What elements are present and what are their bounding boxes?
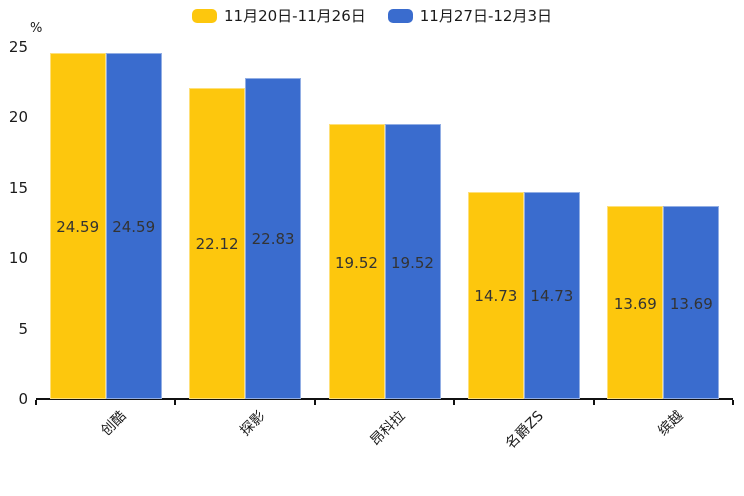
x-axis-tick <box>453 400 456 405</box>
x-axis-tick <box>592 400 595 405</box>
chart-legend: 11月20日-11月26日 11月27日-12月3日 <box>0 8 744 24</box>
legend-label: 11月27日-12月3日 <box>419 7 552 25</box>
bar-series2-名爵ZS[interactable]: 14.73 <box>523 191 580 399</box>
x-category-label-名爵ZS: 名爵ZS <box>503 408 548 453</box>
bar-value-label: 22.83 <box>251 230 295 249</box>
bar-series1-探影[interactable]: 22.12 <box>189 87 246 399</box>
y-tick-label: 0 <box>18 390 28 408</box>
bar-series1-昂科拉[interactable]: 19.52 <box>328 124 385 399</box>
x-category-label-创酷: 创酷 <box>98 408 130 440</box>
x-axis-tick <box>35 400 37 405</box>
x-axis-tick <box>174 400 177 405</box>
bar-value-label: 19.52 <box>335 253 378 272</box>
legend-item-2[interactable]: 11月27日-12月3日 <box>387 7 552 25</box>
x-category-label-缤越: 缤越 <box>655 408 687 440</box>
legend-label: 11月20日-11月26日 <box>224 7 366 25</box>
bar-series1-名爵ZS[interactable]: 14.73 <box>467 191 524 399</box>
bar-series1-缤越[interactable]: 13.69 <box>607 206 664 399</box>
bar-value-label: 24.59 <box>56 217 100 236</box>
x-category-label-探影: 探影 <box>237 408 269 440</box>
legend-item-1[interactable]: 11月20日-11月26日 <box>192 8 366 24</box>
bar-value-label: 14.73 <box>530 287 574 306</box>
y-tick-label: 5 <box>18 319 28 338</box>
legend-swatch-icon <box>387 9 413 23</box>
x-axis-tick <box>313 400 316 405</box>
bar-series2-昂科拉[interactable]: 19.52 <box>384 124 441 399</box>
y-tick-label: 10 <box>8 249 28 268</box>
x-axis-line <box>36 398 733 400</box>
bar-series2-探影[interactable]: 22.83 <box>245 77 302 399</box>
bar-series2-创酷[interactable]: 24.59 <box>105 52 162 399</box>
bar-value-label: 22.12 <box>195 235 239 254</box>
legend-swatch-icon <box>192 9 217 23</box>
bar-value-label: 14.73 <box>474 287 518 306</box>
y-tick-label: 15 <box>8 178 28 197</box>
bar-value-label: 13.69 <box>669 294 713 313</box>
bar-series1-创酷[interactable]: 24.59 <box>49 52 106 399</box>
bar-series2-缤越[interactable]: 13.69 <box>663 206 720 399</box>
y-tick-label: 25 <box>8 38 28 56</box>
bar-value-label: 24.59 <box>112 217 156 236</box>
x-axis-tick <box>732 400 734 405</box>
y-tick-label: 20 <box>8 108 28 127</box>
bar-value-label: 13.69 <box>613 294 657 313</box>
bar-value-label: 19.52 <box>391 253 434 272</box>
x-category-label-昂科拉: 昂科拉 <box>366 408 408 450</box>
y-axis-unit-label: % <box>30 21 43 36</box>
